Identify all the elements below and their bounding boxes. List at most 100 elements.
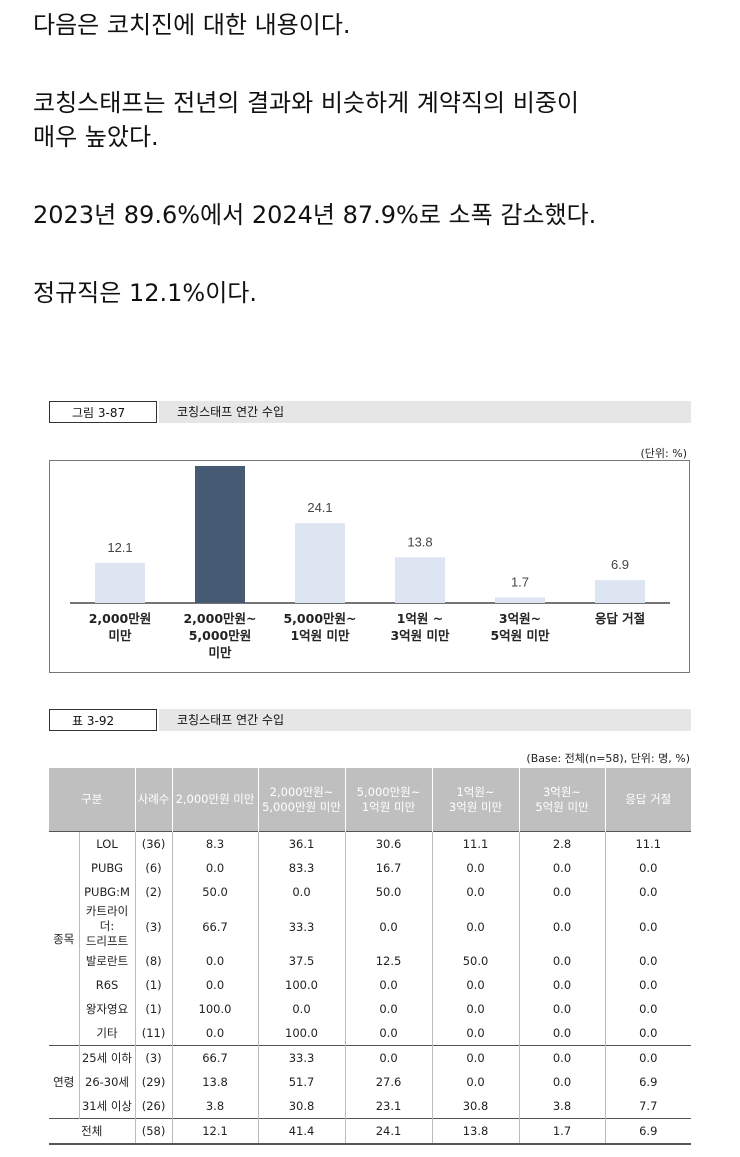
table-row: R6S (1) 0.0 100.0 0.0 0.0 0.0 0.0 xyxy=(49,973,692,997)
table-cell: 0.0 xyxy=(431,973,520,997)
table-cell: 27.6 xyxy=(344,1070,433,1094)
row-label: PUBG xyxy=(78,856,136,880)
table-cell: 37.5 xyxy=(257,949,346,973)
column-header: 1억원~ 3억원 미만 xyxy=(431,768,520,832)
column-header: 2,000만원~ 5,000만원 미만 xyxy=(257,768,346,832)
sample-count: (26) xyxy=(134,1094,173,1119)
category-label: 3억원~ xyxy=(499,611,541,626)
bar-value-label: 6.9 xyxy=(611,557,629,572)
contract-ratio-paragraph: 코칭스태프는 전년의 결과와 비슷하게 계약직의 비중이 매우 높았다. xyxy=(33,86,579,154)
category-label: 2,000만원 xyxy=(89,611,152,626)
table-cell: 12.5 xyxy=(344,949,433,973)
table-cell: 66.7 xyxy=(171,1045,259,1070)
column-header: 구분 xyxy=(49,768,136,832)
row-label: 26-30세 xyxy=(78,1070,136,1094)
table-cell: 0.0 xyxy=(171,973,259,997)
sample-count: (11) xyxy=(134,1021,173,1046)
income-table: 구분 사례수 2,000만원 미만 2,000만원~ 5,000만원 미만 5,000만원… xyxy=(49,768,692,1145)
total-row: 전체 (58) 12.1 41.4 24.1 13.8 1.7 6.9 xyxy=(49,1118,692,1145)
category-label: 1억원 ~ xyxy=(397,611,444,626)
table-cell: 0.0 xyxy=(171,1021,259,1046)
category-label: 미만 xyxy=(108,628,132,643)
table-cell: 0.0 xyxy=(604,1045,692,1070)
table-cell: 12.1 xyxy=(171,1118,259,1145)
table-cell: 0.0 xyxy=(344,1045,433,1070)
table-cell: 50.0 xyxy=(431,949,520,973)
table-cell: 0.0 xyxy=(431,997,520,1021)
table-cell: 3.8 xyxy=(518,1094,606,1119)
table-cell: 100.0 xyxy=(257,1021,346,1046)
table-row: 31세 이상 (26) 3.8 30.8 23.1 30.8 3.8 7.7 xyxy=(49,1094,692,1119)
group-label: 종목 xyxy=(49,831,79,1046)
table-cell: 0.0 xyxy=(604,856,692,880)
table-cell: 30.8 xyxy=(431,1094,520,1119)
contract-ratio-line-2: 매우 높았다. xyxy=(33,123,159,151)
category-label: 3억원 미만 xyxy=(390,628,450,643)
table-row: 발로란트 (8) 0.0 37.5 12.5 50.0 0.0 0.0 xyxy=(49,949,692,973)
table-row: PUBG (6) 0.0 83.3 16.7 0.0 0.0 0.0 xyxy=(49,856,692,880)
regular-ratio-paragraph: 정규직은 12.1%이다. xyxy=(33,279,257,307)
table-cell: 7.7 xyxy=(604,1094,692,1119)
table-cell: 0.0 xyxy=(518,904,606,949)
row-label: 왕자영요 xyxy=(78,997,136,1021)
table-cell: 100.0 xyxy=(171,997,259,1021)
table-cell: 0.0 xyxy=(257,880,346,904)
table-cell: 0.0 xyxy=(431,1070,520,1094)
category-label: 1억원 미만 xyxy=(290,628,350,643)
bar xyxy=(295,523,345,603)
figure-unit: (단위: %) xyxy=(640,447,687,460)
table-cell: 33.3 xyxy=(257,1045,346,1070)
table-cell: 41.4 xyxy=(257,1118,346,1145)
figure-label: 그림 3-87 xyxy=(49,401,157,423)
table-row: 연령 25세 이하 (3) 66.7 33.3 0.0 0.0 0.0 0.0 xyxy=(49,1045,692,1119)
table-cell: 100.0 xyxy=(257,973,346,997)
category-label: 미만 xyxy=(208,645,232,660)
category-label: 2,000만원~ xyxy=(183,611,256,626)
bar xyxy=(195,465,245,603)
table-cell: 0.0 xyxy=(344,1021,433,1046)
sample-count: (58) xyxy=(134,1118,173,1145)
row-label: LOL xyxy=(78,831,136,856)
change-paragraph: 2023년 89.6%에서 2024년 87.9%로 소폭 감소했다. xyxy=(33,201,597,229)
sample-count: (3) xyxy=(134,904,173,949)
table-cell: 0.0 xyxy=(604,904,692,949)
table-cell: 0.0 xyxy=(344,997,433,1021)
table-cell: 0.0 xyxy=(518,1021,606,1046)
table-cell: 50.0 xyxy=(171,880,259,904)
table-cell: 0.0 xyxy=(431,880,520,904)
table-cell: 0.0 xyxy=(604,880,692,904)
bar-value-label: 24.1 xyxy=(307,500,332,515)
category-label: 응답 거절 xyxy=(595,611,645,626)
figure-caption: 그림 3-87 코칭스태프 연간 수입 xyxy=(49,401,691,425)
table-cell: 24.1 xyxy=(344,1118,433,1145)
sample-count: (36) xyxy=(134,831,173,856)
table-cell: 66.7 xyxy=(171,904,259,949)
row-label: 기타 xyxy=(78,1021,136,1046)
table-cell: 2.8 xyxy=(518,831,606,856)
sample-count: (8) xyxy=(134,949,173,973)
table-cell: 0.0 xyxy=(431,904,520,949)
bar-value-label: 13.8 xyxy=(407,534,432,549)
table-caption-band xyxy=(159,709,691,731)
table-cell: 33.3 xyxy=(257,904,346,949)
table-cell: 51.7 xyxy=(257,1070,346,1094)
table-cell: 13.8 xyxy=(431,1118,520,1145)
column-header: 응답 거절 xyxy=(604,768,692,832)
table-row: 왕자영요 (1) 100.0 0.0 0.0 0.0 0.0 0.0 xyxy=(49,997,692,1021)
bar-chart: 12.12,000만원미만41.42,000만원~5,000만원미만24.15,… xyxy=(70,465,670,660)
column-header: 5,000만원~ 1억원 미만 xyxy=(344,768,433,832)
bar-value-label: 1.7 xyxy=(511,574,529,589)
sample-count: (29) xyxy=(134,1070,173,1094)
table-cell: 0.0 xyxy=(518,973,606,997)
category-label: 5억원 미만 xyxy=(490,628,550,643)
table-row: 기타 (11) 0.0 100.0 0.0 0.0 0.0 0.0 xyxy=(49,1021,692,1046)
category-label: 5,000만원~ xyxy=(283,611,356,626)
table-row: 종목 LOL (36) 8.3 36.1 30.6 11.1 2.8 11.1 xyxy=(49,831,692,1046)
bar-value-label: 12.1 xyxy=(107,540,132,555)
bar xyxy=(395,557,445,603)
table-cell: 6.9 xyxy=(604,1118,692,1145)
table-cell: 0.0 xyxy=(518,880,606,904)
figure-caption-band xyxy=(159,401,691,423)
table-caption: 표 3-92 코칭스태프 연간 수입 xyxy=(49,709,691,733)
table-cell: 11.1 xyxy=(431,831,520,856)
